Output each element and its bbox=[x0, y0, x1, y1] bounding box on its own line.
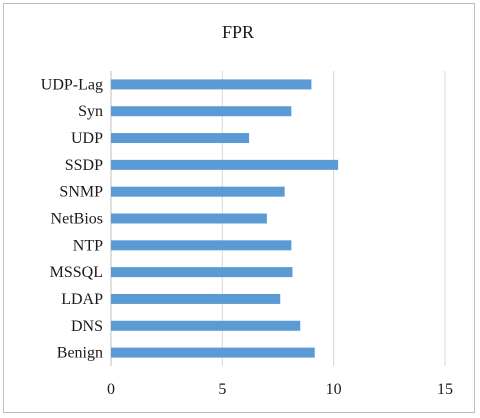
x-tick-labels: 0 5 10 15 bbox=[107, 381, 453, 398]
category-label: Benign bbox=[57, 345, 103, 362]
category-label: SNMP bbox=[59, 184, 103, 201]
bar-snmp bbox=[111, 186, 285, 197]
bars bbox=[111, 79, 339, 358]
bar-syn bbox=[111, 106, 292, 117]
x-tick-label: 0 bbox=[107, 381, 115, 398]
bar-benign bbox=[111, 347, 315, 358]
category-labels: UDP-Lag Syn UDP SSDP SNMP NetBios NTP MSSQL LDAP… bbox=[41, 76, 103, 361]
category-label: Syn bbox=[78, 103, 103, 120]
x-tick-label: 10 bbox=[326, 381, 342, 398]
category-label: NTP bbox=[73, 237, 103, 254]
bar-ldap bbox=[111, 293, 281, 304]
category-label: DNS bbox=[71, 318, 103, 335]
category-label: UDP bbox=[71, 130, 103, 147]
bar-ntp bbox=[111, 240, 292, 251]
category-label: MSSQL bbox=[50, 264, 103, 281]
x-tick-label: 15 bbox=[437, 381, 453, 398]
category-label: UDP-Lag bbox=[41, 76, 103, 93]
fpr-bar-chart: FPR UDP-Lag Syn UDP SSDP SNMP NetBios NTP MSSQL… bbox=[41, 22, 453, 398]
bar-udp bbox=[111, 133, 250, 144]
x-tick-label: 5 bbox=[218, 381, 226, 398]
bar-udp-lag bbox=[111, 79, 312, 90]
bar-ssdp bbox=[111, 159, 339, 170]
category-label: LDAP bbox=[61, 291, 103, 308]
category-label: SSDP bbox=[65, 157, 103, 174]
category-label: NetBios bbox=[51, 211, 103, 228]
chart-frame: FPR UDP-Lag Syn UDP SSDP SNMP NetBios NTP MSSQL… bbox=[3, 3, 475, 413]
bar-netbios bbox=[111, 213, 267, 224]
bar-dns bbox=[111, 320, 301, 331]
chart-title: FPR bbox=[222, 22, 254, 42]
bar-mssql bbox=[111, 267, 293, 278]
